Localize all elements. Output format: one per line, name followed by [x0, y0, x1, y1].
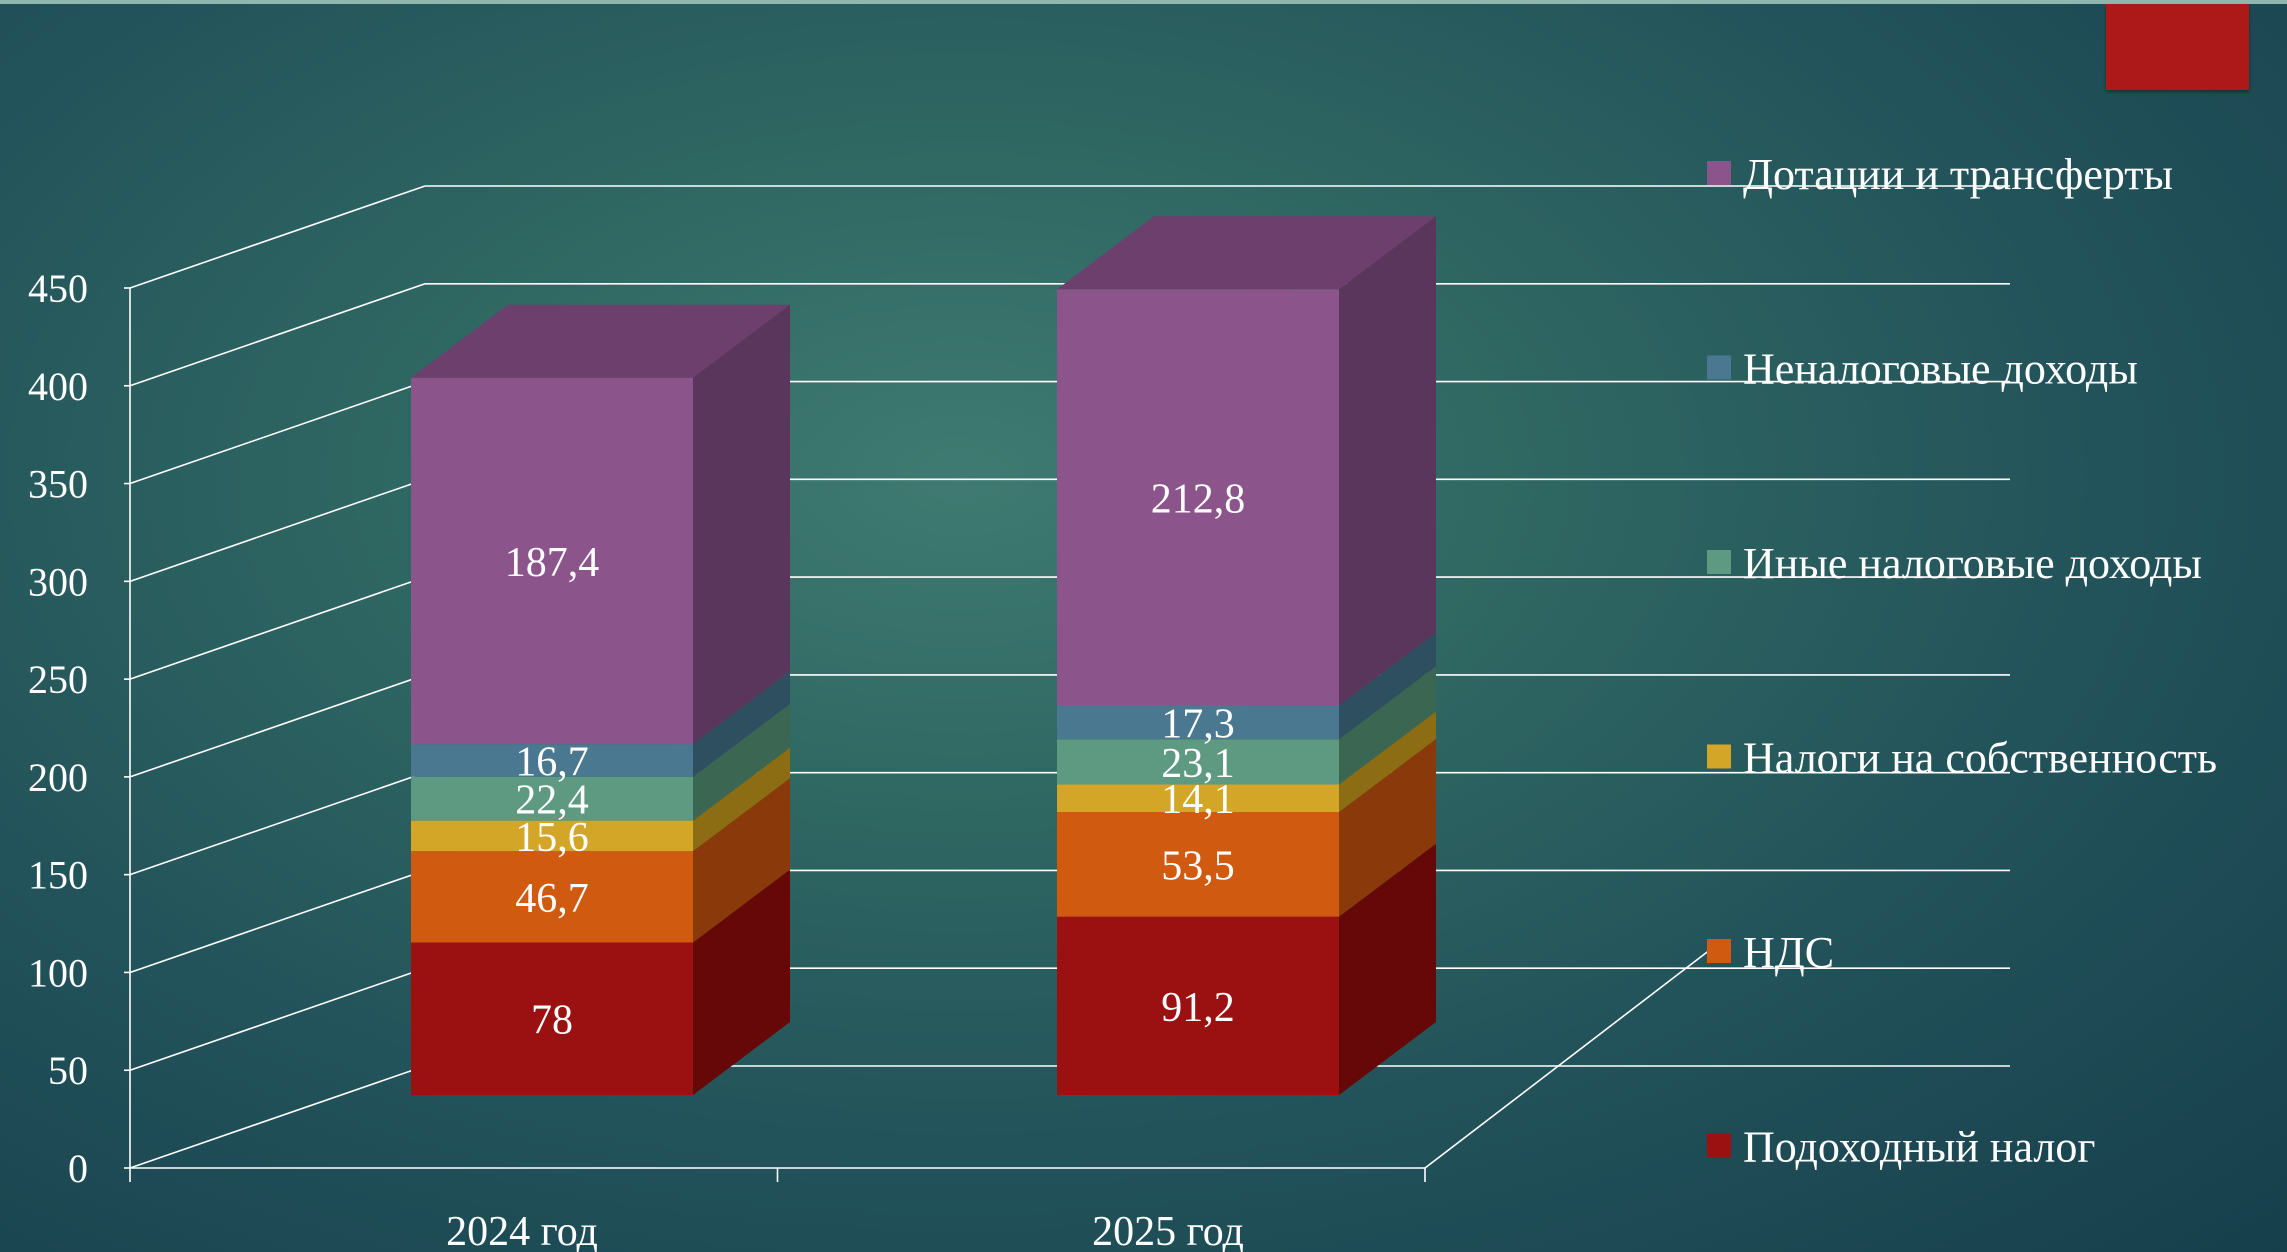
data-label: 53,5 [1161, 843, 1235, 889]
bar-side-face [1339, 216, 1436, 706]
legend: Дотации и трансферты Неналоговые доходы Ин… [1707, 150, 2217, 1172]
bar-side-face [693, 778, 790, 943]
y-tick-label: 0 [68, 1146, 88, 1191]
bar-segment [1057, 705, 1339, 740]
y-tick-label: 350 [28, 462, 88, 507]
bar-side-face [1339, 711, 1436, 813]
bar-segment [411, 851, 693, 943]
data-label: 212,8 [1151, 476, 1246, 522]
floor-right-edge [1424, 945, 1716, 1169]
bar-segment [411, 377, 693, 745]
bar-side-face [693, 869, 790, 1095]
data-label: 23,1 [1161, 741, 1235, 787]
bar-side-face [1339, 666, 1436, 785]
legend-swatch [1707, 550, 1731, 574]
gridline-side [129, 771, 426, 876]
y-tick-label: 200 [28, 755, 88, 800]
data-label: 91,2 [1161, 985, 1235, 1031]
legend-label: Налоги на собственность [1743, 734, 2217, 783]
bar-side-face [693, 703, 790, 821]
bar-segment [1057, 739, 1339, 785]
data-label: 22,4 [515, 778, 589, 824]
data-label: 78 [531, 998, 573, 1044]
gridline-side [129, 1065, 426, 1169]
gridline-side [129, 674, 426, 778]
axes-layer: 0 50 100 150 200 250 300 350 400 450 2024 год 2025 … [28, 266, 1716, 1252]
bars-layer: 78 46,7 15,622,416,7 187,4 91,2 53,5 14,123,11… [411, 216, 1436, 1095]
bar-segment [411, 942, 693, 1095]
y-tick-label: 400 [28, 364, 88, 409]
legend-swatch [1707, 355, 1731, 380]
bar-side-face [693, 671, 790, 777]
legend-label: Подоходный налог [1743, 1123, 2095, 1172]
top-border-line [0, 0, 2287, 4]
gridline-side [129, 478, 426, 583]
bar-segment [1057, 289, 1339, 706]
data-label: 15,6 [515, 815, 589, 861]
gridline-side [129, 967, 426, 1071]
gridline-side [129, 869, 426, 974]
bar-segment [411, 776, 693, 821]
data-label: 187,4 [505, 540, 600, 586]
y-tick-label: 250 [28, 657, 88, 702]
legend-label: Иные налоговые доходы [1743, 539, 2202, 588]
x-category-label: 2024 год [446, 1209, 598, 1252]
x-category-label: 2025 год [1092, 1209, 1244, 1252]
legend-swatch [1707, 161, 1731, 185]
gridline-side [129, 283, 426, 387]
legend-label: Неналоговые доходы [1743, 345, 2138, 394]
bar-segment [1057, 812, 1339, 917]
gridline-side [129, 380, 426, 485]
legend-swatch [1707, 939, 1731, 963]
bar-segment [411, 744, 693, 777]
corner-accent-square [2106, 4, 2249, 90]
y-tick-label: 300 [28, 559, 88, 604]
gridline-side [129, 576, 426, 680]
legend-swatch [1707, 744, 1731, 769]
bar-side-face [693, 304, 790, 745]
bar-top-face [1057, 216, 1436, 290]
bar-segment [411, 820, 693, 852]
bar-segment [1057, 784, 1339, 813]
bar-side-face [1339, 739, 1436, 917]
data-label: 16,7 [515, 740, 589, 786]
y-tick-label: 150 [28, 853, 88, 898]
data-label: 14,1 [1161, 777, 1235, 823]
legend-swatch [1707, 1133, 1731, 1158]
bar-side-face [693, 747, 790, 852]
bar-side-face [1339, 632, 1436, 740]
y-tick-label: 100 [28, 950, 88, 995]
bar-top-face [411, 304, 790, 378]
bar-segment [1057, 916, 1339, 1095]
y-tick-label: 450 [28, 266, 88, 311]
legend-label: НДС [1743, 928, 1834, 977]
y-tick-label: 50 [48, 1048, 88, 1093]
data-label: 17,3 [1161, 701, 1235, 747]
data-label: 46,7 [515, 876, 589, 922]
bar-side-face [1339, 843, 1436, 1095]
gridline-side [129, 185, 426, 289]
legend-label: Дотации и трансферты [1743, 150, 2173, 199]
